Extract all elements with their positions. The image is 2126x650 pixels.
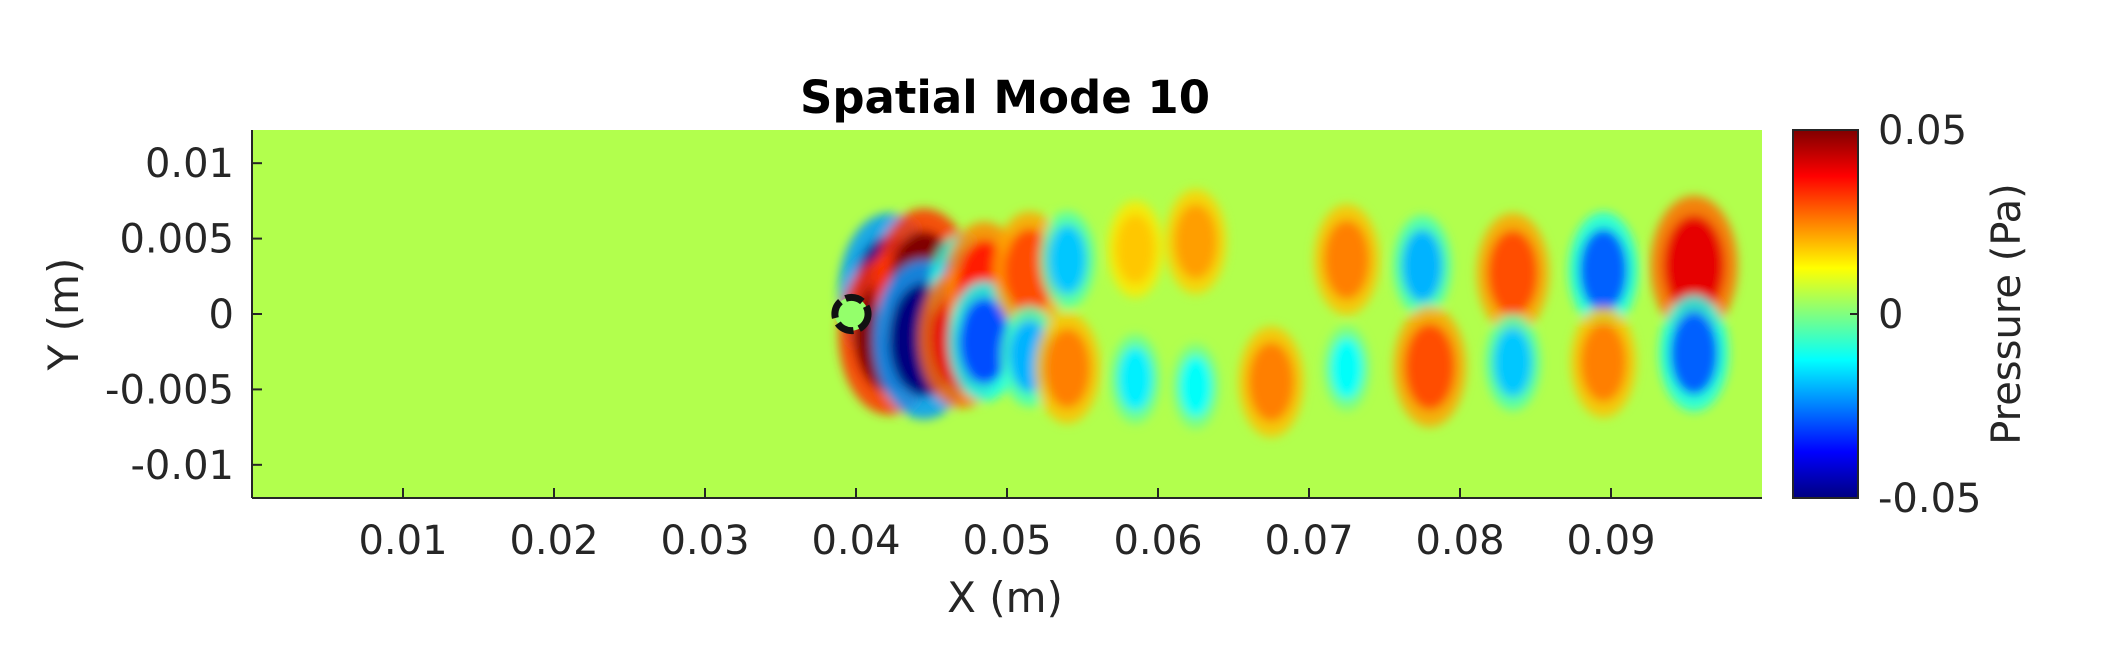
field-structure bbox=[1580, 322, 1626, 402]
y-tick-label: -0.01 bbox=[131, 443, 235, 489]
field-structure bbox=[1248, 342, 1294, 422]
x-axis-label: X (m) bbox=[947, 573, 1063, 622]
field-structure bbox=[1330, 337, 1363, 399]
colorbar-bar bbox=[1792, 129, 1859, 499]
heatmap-field bbox=[831, 189, 1738, 438]
field-structure bbox=[1324, 220, 1370, 300]
chart-title: Spatial Mode 10 bbox=[800, 71, 1210, 124]
field-structure bbox=[1579, 228, 1628, 312]
field-structure bbox=[959, 298, 1010, 385]
field-structure bbox=[1118, 347, 1153, 411]
field-structure bbox=[1493, 327, 1532, 397]
x-tick-label: 0.07 bbox=[1264, 518, 1353, 564]
colorbar-tick-label: -0.05 bbox=[1878, 476, 1982, 522]
x-tick-label: 0.03 bbox=[660, 518, 749, 564]
field-structure bbox=[1664, 215, 1725, 316]
colorbar-tick-label: 0.05 bbox=[1878, 108, 1967, 154]
field-structure bbox=[1404, 323, 1455, 410]
field-structure bbox=[1174, 204, 1217, 280]
y-axis-label: Y (m) bbox=[39, 258, 88, 372]
y-tick-label: 0 bbox=[209, 292, 234, 338]
x-tick-label: 0.04 bbox=[811, 518, 900, 564]
field-structure bbox=[1402, 229, 1443, 302]
x-tick-label: 0.06 bbox=[1113, 518, 1202, 564]
y-tick-label: 0.005 bbox=[119, 217, 234, 263]
y-tick-label: -0.005 bbox=[105, 367, 234, 413]
colorbar: 0.05 0 -0.05 bbox=[1792, 108, 1982, 522]
x-tick-label: 0.09 bbox=[1566, 518, 1655, 564]
x-axis-ticks: 0.01 0.02 0.03 0.04 0.05 0.06 0.07 0.08 0.09 bbox=[358, 488, 1656, 564]
field-structure bbox=[1048, 225, 1087, 295]
x-tick-label: 0.02 bbox=[509, 518, 598, 564]
field-structure bbox=[1044, 328, 1090, 408]
heatmap-structures bbox=[838, 189, 1738, 438]
field-structure bbox=[1670, 311, 1719, 395]
x-tick-label: 0.08 bbox=[1415, 518, 1504, 564]
colorbar-label: Pressure (Pa) bbox=[1984, 183, 2030, 445]
field-structure bbox=[1116, 214, 1155, 284]
y-tick-label: 0.01 bbox=[145, 141, 234, 187]
cylinder-marker bbox=[831, 293, 872, 335]
y-axis-ticks: 0.01 0.005 0 -0.005 -0.01 bbox=[105, 141, 262, 489]
plot-area bbox=[251, 130, 1762, 499]
x-tick-label: 0.05 bbox=[962, 518, 1051, 564]
field-structure bbox=[1179, 355, 1212, 417]
colorbar-tick-label: 0 bbox=[1878, 292, 1903, 338]
x-tick-label: 0.01 bbox=[358, 518, 447, 564]
field-structure bbox=[1487, 230, 1538, 317]
